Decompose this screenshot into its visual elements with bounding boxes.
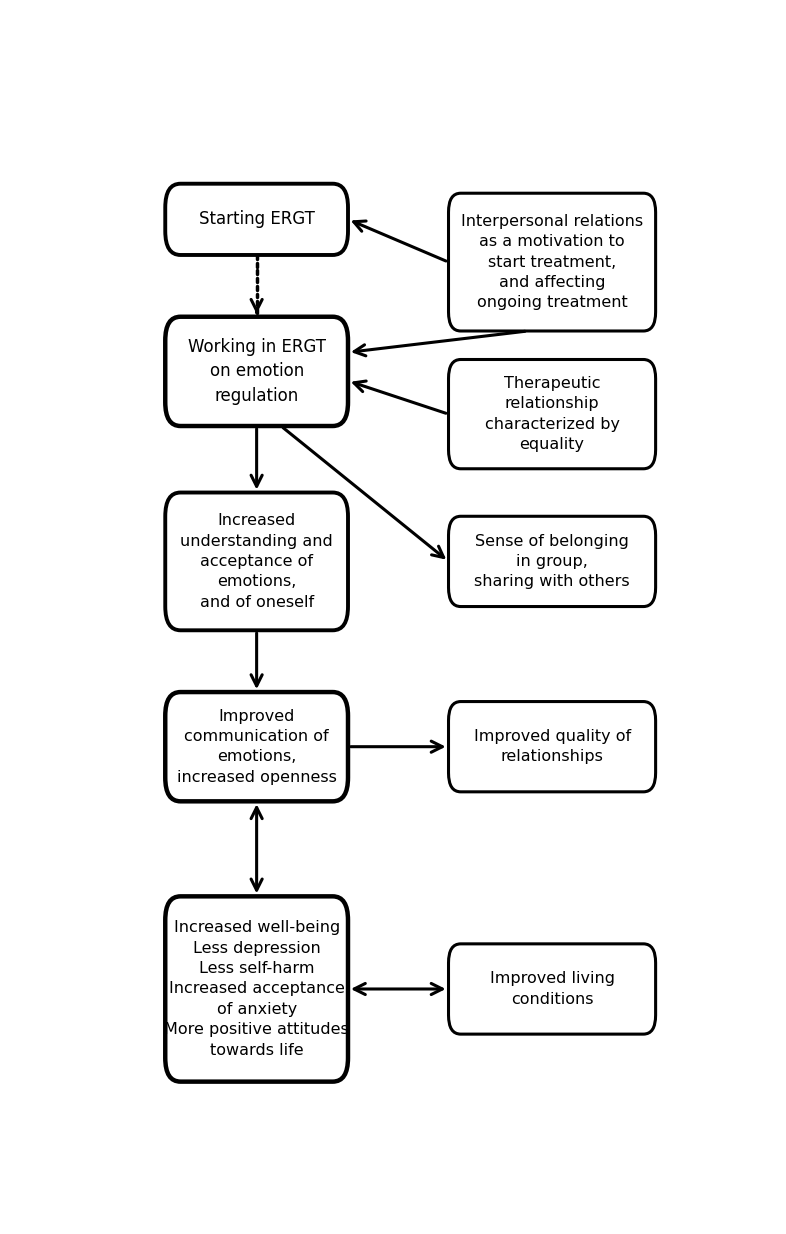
FancyBboxPatch shape — [449, 944, 656, 1034]
Text: Therapeutic
relationship
characterized by
equality: Therapeutic relationship characterized b… — [484, 376, 619, 452]
FancyBboxPatch shape — [449, 702, 656, 792]
FancyBboxPatch shape — [165, 692, 348, 801]
Text: Improved quality of
relationships: Improved quality of relationships — [473, 729, 630, 764]
Text: Interpersonal relations
as a motivation to
start treatment,
and affecting
ongoin: Interpersonal relations as a motivation … — [461, 213, 643, 311]
Text: Sense of belonging
in group,
sharing with others: Sense of belonging in group, sharing wit… — [474, 533, 630, 590]
Text: Increased
understanding and
acceptance of
emotions,
and of oneself: Increased understanding and acceptance o… — [180, 513, 333, 610]
FancyBboxPatch shape — [449, 359, 656, 469]
FancyBboxPatch shape — [165, 896, 348, 1082]
FancyBboxPatch shape — [449, 516, 656, 607]
FancyBboxPatch shape — [165, 184, 348, 255]
FancyBboxPatch shape — [165, 317, 348, 426]
Text: Improved
communication of
emotions,
increased openness: Improved communication of emotions, incr… — [177, 708, 336, 785]
Text: Improved living
conditions: Improved living conditions — [490, 971, 615, 1007]
Text: Increased well-being
Less depression
Less self-harm
Increased acceptance
of anxi: Increased well-being Less depression Les… — [164, 921, 349, 1058]
FancyBboxPatch shape — [449, 194, 656, 331]
FancyBboxPatch shape — [165, 492, 348, 631]
Text: Starting ERGT: Starting ERGT — [199, 210, 314, 228]
Text: Working in ERGT
on emotion
regulation: Working in ERGT on emotion regulation — [188, 338, 325, 405]
